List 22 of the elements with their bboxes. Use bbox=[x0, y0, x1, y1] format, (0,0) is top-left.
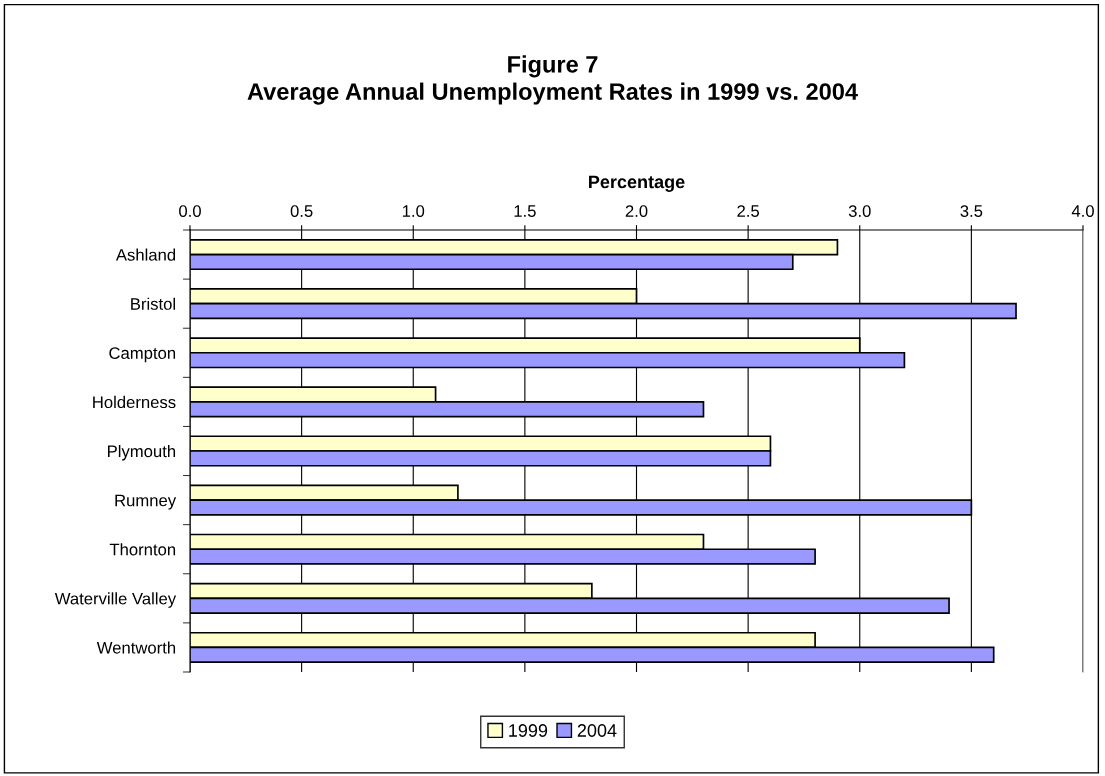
y-tick-label: Thornton bbox=[109, 543, 176, 556]
x-tick-label: 2.5 bbox=[737, 205, 760, 217]
y-tick-label: Ashland bbox=[115, 248, 176, 261]
y-tick-label: Rumney bbox=[115, 494, 177, 510]
x-tick-label: 1.5 bbox=[514, 205, 536, 217]
x-tick-label: 0.0 bbox=[179, 205, 201, 217]
x-tick-label: 0.5 bbox=[290, 205, 313, 217]
y-tick-label: Plymouth bbox=[108, 444, 176, 461]
x-tick-label: 1.0 bbox=[402, 205, 425, 217]
y-tick-label: Waterville Valley bbox=[54, 592, 177, 608]
chart-title: Figure 7 Average Annual Unemployment Rates in 1999 vs. 2004 bbox=[247, 55, 858, 105]
x-axis-title: Percentage bbox=[589, 175, 685, 192]
y-tick-label: Bristol bbox=[131, 297, 175, 310]
legend-label: 2004 bbox=[577, 724, 617, 737]
y-tick-label: Wentworth bbox=[96, 641, 176, 654]
y-tick-label: Campton bbox=[109, 347, 176, 363]
y-tick-label: Holderness bbox=[93, 395, 176, 409]
x-tick-label: 3.5 bbox=[960, 205, 983, 217]
x-tick-label: 2.0 bbox=[625, 205, 648, 217]
legend-label: 1999 bbox=[509, 724, 548, 737]
x-tick-label: 3.0 bbox=[848, 205, 871, 217]
x-tick-label: 4.0 bbox=[1071, 205, 1094, 217]
